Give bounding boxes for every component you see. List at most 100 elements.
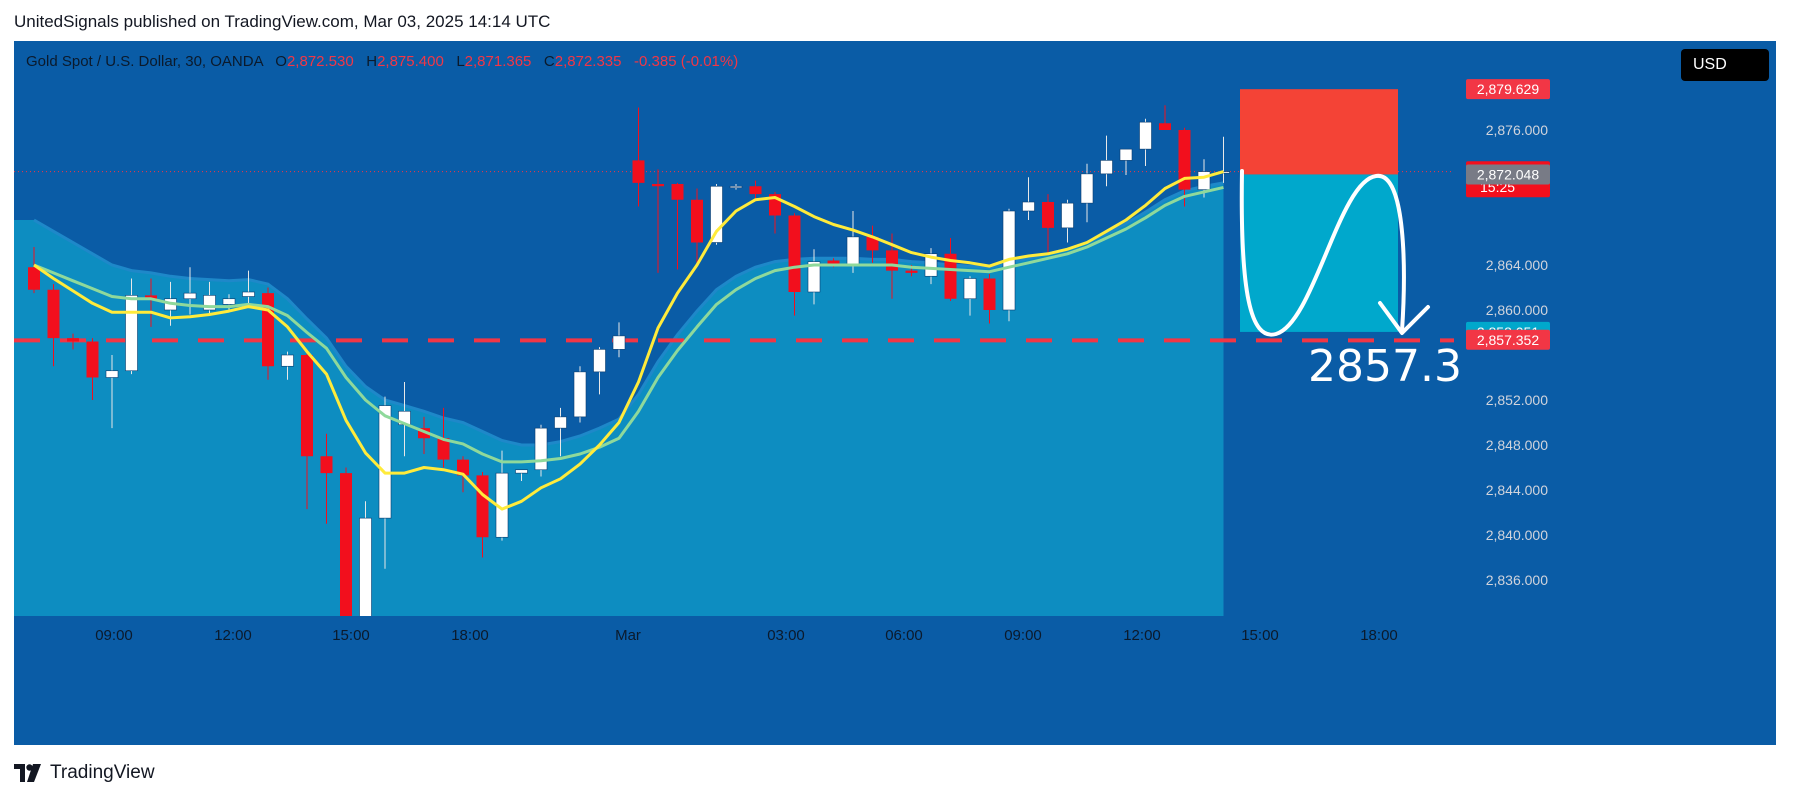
time-tick-label: 12:00 (214, 627, 252, 644)
footer: TradingView (14, 760, 155, 786)
time-axis[interactable]: 09:00 12:00 15:00 18:00 Mar 03:00 06:00 09:00 12… (14, 616, 1776, 656)
legend-open: 2,872.530 (286, 53, 354, 70)
price-label-box (1466, 79, 1550, 100)
price-tick-label: 2,860.000 (1486, 302, 1548, 318)
candle-body (924, 253, 938, 277)
candle-body (1139, 121, 1152, 150)
candle-body (1080, 173, 1094, 204)
candle-body (222, 298, 236, 305)
hand-drawn-arrow (1239, 169, 1406, 337)
candle-body (281, 354, 294, 367)
candle-body (28, 267, 40, 290)
price-label-box (1466, 329, 1550, 350)
ohlc-legend: Gold Spot / U.S. Dollar, 30, OANDA O2,87… (26, 53, 738, 70)
candle-body (963, 278, 977, 300)
take-profit-zone (1240, 174, 1398, 332)
candle-body (320, 456, 333, 474)
candle-body (671, 184, 684, 200)
candle-body (905, 270, 918, 273)
price-tick-label: 2,848.000 (1486, 437, 1548, 453)
tradingview-logo-icon (14, 764, 41, 782)
candle-body (515, 469, 528, 474)
candle-body (652, 184, 664, 187)
candle-body (105, 370, 119, 378)
legend-close: 2,872.335 (554, 53, 622, 70)
legend-symbol: Gold Spot / U.S. Dollar, 30, OANDA (26, 53, 263, 70)
legend-high-label: H (366, 53, 378, 70)
candle-body (1197, 171, 1211, 190)
time-tick-label: Mar (615, 627, 641, 644)
price-label-text: 2,857.352 (1477, 332, 1539, 348)
publisher-line: UnitedSignals published on TradingView.c… (14, 12, 551, 31)
currency-button[interactable]: USD (1681, 49, 1769, 81)
price-tick-label: 2,852.000 (1486, 392, 1548, 408)
ma-band-fill (14, 182, 1224, 616)
time-tick-label: 18:00 (1360, 627, 1398, 644)
candle-body (476, 475, 489, 538)
candle-body (1159, 123, 1171, 130)
candle-body (262, 293, 274, 367)
price-tick-label: 2,844.000 (1486, 482, 1548, 498)
price-label-text: 2,879.629 (1477, 81, 1539, 97)
time-tick-label: 09:00 (1004, 627, 1042, 644)
candle-body (183, 292, 197, 300)
candle-body (378, 405, 392, 519)
target-annotation: 2857.3 (1308, 341, 1462, 392)
candle-body (612, 335, 626, 350)
candle-body (827, 260, 840, 265)
time-axis-background (14, 616, 1776, 656)
ma-band-upper-line (33, 181, 1224, 447)
candle-body (691, 199, 703, 243)
candle-body (47, 289, 60, 339)
price-tick-label: 2,864.000 (1486, 257, 1548, 273)
chart-area[interactable]: 2857.3 2,876.000 2,864.000 2,860.000 2,852.0… (14, 41, 1776, 745)
time-tick-label: 12:00 (1123, 627, 1161, 644)
price-label-text: 2,872.048 (1477, 166, 1539, 182)
candle-body (301, 355, 313, 457)
price-tick-label: 2,840.000 (1486, 527, 1548, 543)
legend-low: 2,871.365 (464, 53, 532, 70)
candle-body (534, 427, 548, 471)
candle-body (418, 428, 430, 439)
candle-body (554, 416, 567, 429)
legend-high: 2,875.400 (377, 53, 444, 70)
candle-body (807, 261, 821, 293)
candle-body (729, 185, 743, 189)
candle-body (437, 438, 450, 460)
candle-body (788, 215, 801, 292)
slow-ma-line (33, 185, 1224, 464)
candle-body (593, 349, 606, 373)
candle-body (1100, 160, 1113, 175)
stop-loss-zone (1240, 89, 1398, 175)
time-tick-label: 03:00 (767, 627, 805, 644)
candle-body (1119, 148, 1133, 161)
candle-body (242, 291, 255, 297)
time-tick-label: 06:00 (885, 627, 923, 644)
legend-low-label: L (456, 53, 465, 70)
fast-ma-line (33, 170, 1224, 511)
time-tick-label: 18:00 (451, 627, 489, 644)
candle-body (457, 459, 469, 476)
time-tick-label: 15:00 (332, 627, 370, 644)
candle-body (86, 341, 99, 378)
time-tick-label: 09:00 (95, 627, 133, 644)
candle-body (573, 371, 587, 418)
candle-body (67, 338, 79, 342)
candle-body (359, 517, 372, 620)
legend-open-label: O (275, 53, 287, 70)
arrow-head (1378, 301, 1430, 335)
legend-change: -0.385 (-0.01%) (634, 53, 739, 70)
candle-body (886, 250, 898, 271)
candle-body (1061, 202, 1074, 229)
candle-body (749, 186, 762, 195)
footer-brand: TradingView (50, 762, 155, 783)
candle-body (340, 473, 352, 620)
price-tick-label: 2,876.000 (1486, 122, 1548, 138)
chart-svg[interactable]: 2857.3 2,876.000 2,864.000 2,860.000 2,852.0… (14, 41, 1776, 651)
price-tick-label: 2,836.000 (1486, 572, 1548, 588)
legend-close-label: C (543, 53, 555, 70)
candle-body (125, 295, 138, 372)
candle-body (1042, 202, 1054, 228)
candle-body (846, 236, 860, 266)
candle-body (632, 160, 645, 183)
